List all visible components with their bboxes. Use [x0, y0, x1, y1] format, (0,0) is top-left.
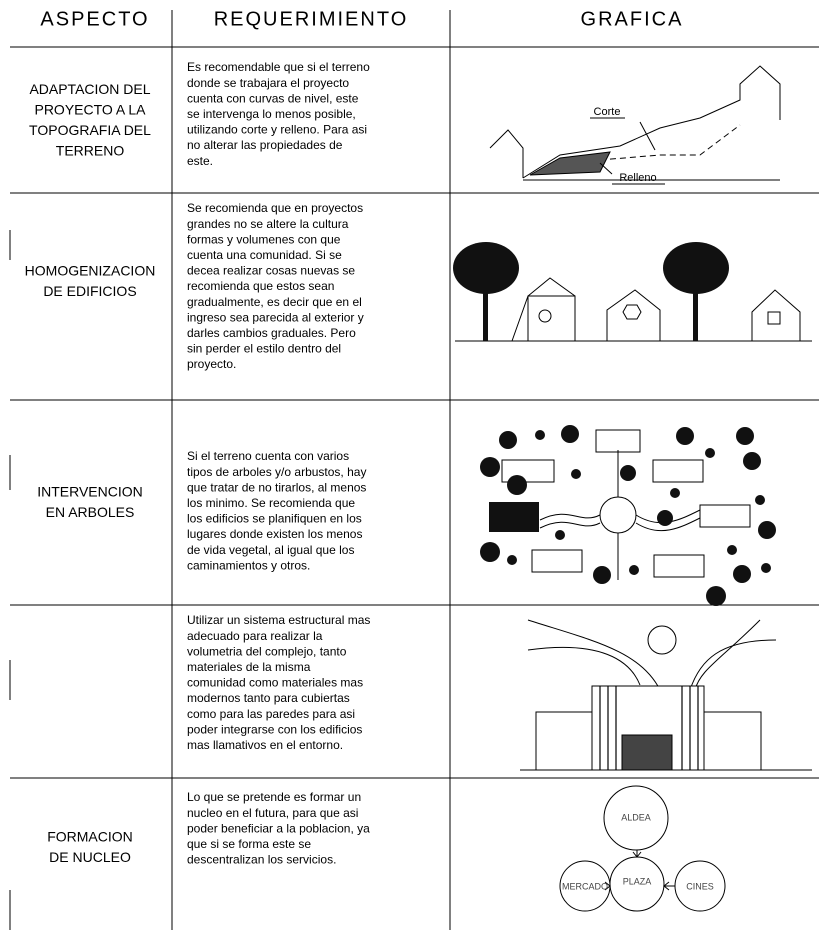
requirement-text: descentralizan los servicios. [187, 853, 336, 867]
aspect-text: INTERVENCION [37, 483, 143, 499]
requirement-text: Es recomendable que si el terreno [187, 60, 370, 74]
requirement-text: lugares donde existen los menos [187, 527, 362, 541]
header-graphic: GRAFICA [581, 8, 684, 30]
requirement-text: mas llamativos en el entorno. [187, 738, 343, 752]
aspect-text: HOMOGENIZACION [25, 262, 156, 278]
requirement-text: gradualmente, es decir que en el [187, 295, 362, 309]
requirement-text: cuenta una comunidad. Si se [187, 248, 342, 262]
requirement-text: poder integrarse con los edificios [187, 722, 362, 736]
requirement-text: Si el terreno cuenta con varios [187, 449, 349, 463]
requirement-text: volumetria del complejo, tanto [187, 644, 347, 658]
requirement-text: grandes no se altere la cultura [187, 217, 349, 231]
aspect-text: ADAPTACION DEL [29, 81, 150, 97]
requirement-text: comunidad como materiales mas [187, 676, 363, 690]
requirement-text: modernos tanto para cubiertas [187, 691, 350, 705]
node-label: ALDEA [621, 812, 651, 822]
header-requirement: REQUERIMIENTO [214, 8, 409, 30]
label-cut: Corte [594, 106, 621, 118]
requirement-text: recomienda que estos sean [187, 279, 334, 293]
requirement-text: poder beneficiar a la poblacion, ya [187, 821, 370, 835]
requirement-text: proyecto. [187, 357, 236, 371]
requirement-text: caminamientos y otros. [187, 558, 310, 572]
requirement-text: formas y volumenes con que [187, 232, 341, 246]
node-label: MERCADO [562, 881, 608, 891]
terrain-drawing [489, 65, 781, 185]
nucleus-drawing [559, 785, 726, 912]
aspect-text: FORMACION [47, 828, 133, 844]
requirement-text: darles cambios graduales. Pero [187, 326, 356, 340]
node-label: PLAZA [623, 876, 652, 886]
requirement-text: utilizando corte y relleno. Para asi [187, 123, 367, 137]
requirement-text: de vida vegetal, al igual que los [187, 543, 354, 557]
label-fill: Relleno [619, 172, 656, 184]
table-grid [9, 10, 819, 930]
houses-drawing [453, 242, 812, 342]
requirement-text: Se recomienda que en proyectos [187, 201, 363, 215]
site-plan-drawing [480, 425, 776, 606]
aspect-text: EN ARBOLES [46, 504, 135, 520]
requirement-text: que tratar de no tirarlos, al menos [187, 480, 366, 494]
requirement-text: no alterar las propiedades de [187, 138, 343, 152]
requirement-text: Lo que se pretende es formar un [187, 790, 361, 804]
requirement-text: nucleo en el futura, para que asi [187, 806, 358, 820]
requirement-text: decea realizar cosas nuevas se [187, 264, 355, 278]
requirement-text: adecuado para realizar la [187, 629, 323, 643]
requirement-text: donde se trabajara el proyecto [187, 76, 349, 90]
requirement-text: tipos de arboles y/o arbustos, hay [187, 465, 366, 479]
header-aspect: ASPECTO [40, 8, 149, 30]
requirement-text: como para las paredes para asi [187, 707, 355, 721]
node-label: CINES [686, 881, 714, 891]
requirement-text: que si se forma este se [187, 837, 311, 851]
requirement-text: se intervenga lo menos posible, [187, 107, 356, 121]
aspect-text: DE EDIFICIOS [43, 283, 136, 299]
requirement-text: ingreso sea parecida al exterior y [187, 310, 364, 324]
requirement-text: este. [187, 154, 213, 168]
requirement-text: sin perder el estilo dentro del [187, 342, 341, 356]
aspect-text: TOPOGRAFIA DEL [29, 122, 151, 138]
building-drawing [520, 619, 812, 771]
requirement-text: materiales de la misma [187, 660, 311, 674]
aspect-text: DE NUCLEO [49, 849, 131, 865]
aspect-text: TERRENO [56, 142, 125, 158]
aspect-text: PROYECTO A LA [34, 101, 146, 117]
requirement-text: los minimo. Se recomienda que [187, 496, 355, 510]
requirement-text: cuenta con curvas de nivel, este [187, 91, 359, 105]
requirement-text: Utilizar un sistema estructural mas [187, 613, 370, 627]
requirement-text: los edificios se planifiquen en los [187, 512, 362, 526]
